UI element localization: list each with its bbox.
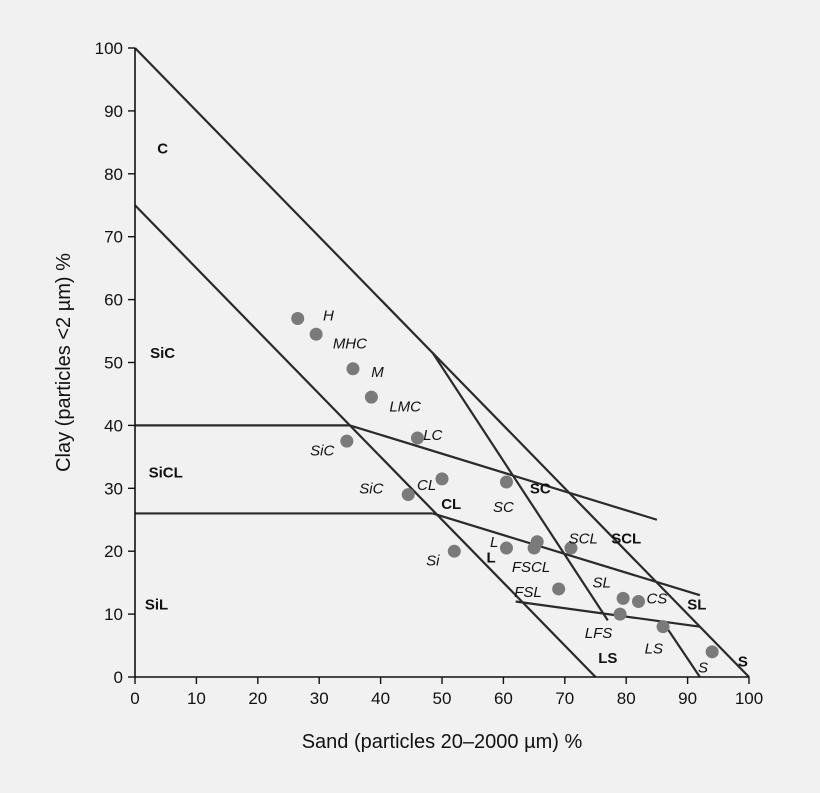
point-label: SC (493, 499, 514, 516)
y-tick-label: 0 (114, 668, 123, 687)
x-axis-title: Sand (particles 20–2000 µm) % (302, 731, 583, 753)
point-label: S (698, 660, 708, 677)
data-point (340, 434, 354, 448)
data-points (291, 311, 719, 659)
data-point (631, 595, 645, 609)
point-label: SL (592, 575, 610, 592)
data-point (552, 582, 566, 596)
data-point (530, 535, 544, 549)
x-tick-label: 80 (617, 689, 636, 708)
data-point (705, 645, 719, 659)
class-boundary-line (349, 424, 658, 521)
data-point (435, 472, 449, 486)
y-tick-label: 90 (104, 102, 123, 121)
data-point (656, 620, 670, 634)
point-label: FSL (514, 584, 542, 601)
data-point (309, 327, 323, 341)
data-point (499, 475, 513, 489)
y-tick-label: 10 (104, 605, 123, 624)
x-tick-label: 30 (310, 689, 329, 708)
point-label: MHC (333, 336, 367, 353)
y-tick-label: 30 (104, 479, 123, 498)
point-label: FSCL (512, 559, 550, 576)
point-label: SCL (569, 531, 598, 548)
y-tick-label: 80 (104, 165, 123, 184)
class-boundaries (134, 47, 750, 678)
texture-class-label: CL (441, 496, 461, 513)
texture-class-label: S (738, 653, 748, 670)
data-point (291, 311, 305, 325)
x-tick-label: 90 (678, 689, 697, 708)
x-tick-label: 70 (555, 689, 574, 708)
texture-class-label: SiC (150, 345, 175, 362)
point-label: LS (645, 641, 663, 658)
class-boundary-line (134, 204, 597, 678)
point-label: LFS (585, 625, 613, 642)
axes: 0 10 20 30 40 50 60 70 80 90 100 0 10 20 30 40 50 60 70 80 9… (95, 39, 764, 708)
texture-class-label: SCL (611, 531, 641, 548)
y-axis-title: Clay (particles <2 µm) % (53, 253, 75, 472)
y-tick-label: 100 (95, 39, 123, 58)
y-tick-label: 20 (104, 542, 123, 561)
point-label: H (323, 307, 334, 324)
texture-class-label: C (157, 141, 168, 158)
class-boundary-line (515, 600, 701, 628)
class-boundary-line (665, 626, 701, 678)
texture-class-label: LS (598, 650, 617, 667)
data-point (364, 390, 378, 404)
data-point (447, 544, 461, 558)
class-boundary-line (431, 352, 609, 621)
point-label: L (490, 534, 498, 551)
data-point (564, 541, 578, 555)
data-point (346, 362, 360, 376)
point-label: CS (646, 590, 667, 607)
data-point (401, 488, 415, 502)
texture-class-label: SiCL (149, 465, 183, 482)
y-tick-label: 50 (104, 354, 123, 373)
y-tick-label: 40 (104, 416, 123, 435)
class-boundary-line (432, 512, 701, 597)
texture-class-label: SiL (145, 597, 168, 614)
data-point (613, 607, 627, 621)
point-label: M (371, 364, 384, 381)
x-tick-label: 10 (187, 689, 206, 708)
data-point (410, 431, 424, 445)
texture-class-label: SL (687, 597, 706, 614)
class-boundary-line (134, 47, 750, 678)
point-label: LMC (389, 399, 421, 416)
y-tick-label: 60 (104, 291, 123, 310)
x-tick-label: 100 (735, 689, 763, 708)
texture-class-label: SC (530, 480, 551, 497)
point-label: SiC (359, 480, 383, 497)
x-tick-label: 20 (248, 689, 267, 708)
x-tick-label: 0 (130, 689, 139, 708)
data-point (616, 591, 630, 605)
x-tick-label: 60 (494, 689, 513, 708)
x-tick-label: 50 (433, 689, 452, 708)
point-label: SiC (310, 443, 334, 460)
x-tick-label: 40 (371, 689, 390, 708)
point-label: Si (426, 553, 440, 570)
data-point (499, 541, 513, 555)
point-label: CL (417, 477, 436, 494)
labels: HMHCMLMCLCSiCCLSiCSCSiLFSCLSCLFSLSLCSLFS… (145, 141, 748, 677)
texture-class-label: L (487, 549, 496, 566)
point-label: LC (423, 427, 442, 444)
y-tick-label: 70 (104, 228, 123, 247)
